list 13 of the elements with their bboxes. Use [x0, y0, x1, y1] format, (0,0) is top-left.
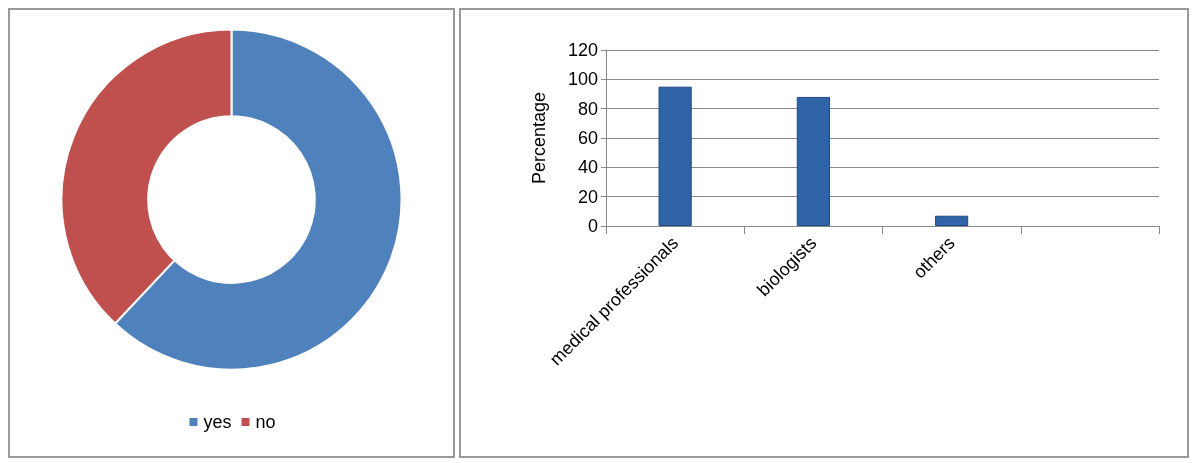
y-tick-label: 0	[587, 216, 598, 236]
y-tick-label: 40	[577, 157, 598, 178]
y-tick-label: 80	[577, 98, 598, 119]
y-tick-label: 20	[577, 186, 598, 207]
bar	[796, 96, 830, 226]
bar	[658, 86, 692, 226]
y-axis-title: Percentage	[529, 91, 549, 185]
y-tick-label: 120	[567, 40, 598, 60]
legend-label: no	[255, 412, 276, 432]
y-tick-label: 100	[567, 69, 598, 90]
bar	[935, 215, 969, 226]
legend-label: yes	[203, 412, 232, 432]
y-tick-label: 60	[577, 128, 598, 148]
